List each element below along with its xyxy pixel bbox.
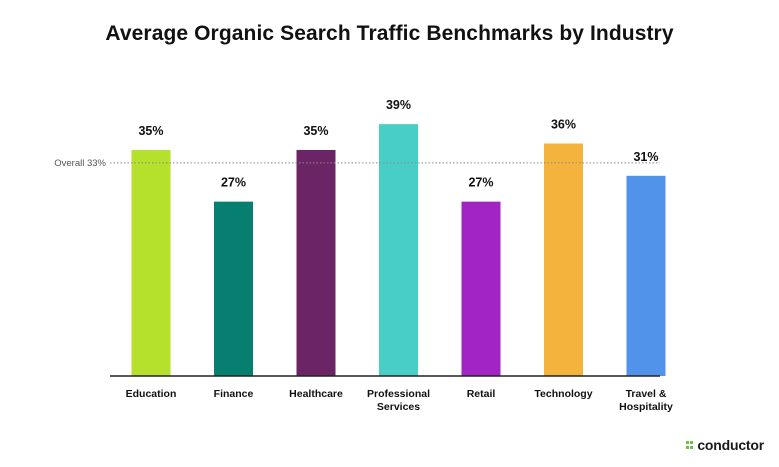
- category-label: Hospitality: [619, 401, 673, 413]
- reference-line-label: Overall 33%: [54, 158, 106, 169]
- category-label: Travel &: [626, 388, 667, 400]
- bar: [296, 149, 336, 376]
- category-label: Retail: [467, 388, 496, 400]
- value-label: 35%: [303, 124, 328, 138]
- category-label: Professional: [367, 388, 430, 400]
- bar: [131, 149, 171, 376]
- conductor-logo-icon: [685, 441, 694, 449]
- chart-title: Average Organic Search Traffic Benchmark…: [105, 22, 674, 45]
- value-label: 35%: [138, 124, 163, 138]
- category-label: Education: [126, 388, 177, 400]
- category-label: Finance: [214, 388, 254, 400]
- bar: [214, 201, 253, 376]
- value-label: 36%: [551, 118, 576, 132]
- category-label: Healthcare: [289, 388, 343, 400]
- conductor-logo: conductor: [685, 437, 764, 453]
- value-label: 39%: [386, 98, 411, 112]
- category-label: Technology: [534, 388, 592, 400]
- value-label: 31%: [633, 150, 658, 164]
- bar: [461, 201, 501, 376]
- bar: [544, 143, 583, 376]
- logo-text: conductor: [697, 437, 764, 453]
- value-label: 27%: [221, 176, 246, 190]
- value-label: 27%: [468, 176, 493, 190]
- bar: [379, 124, 418, 376]
- category-label: Services: [377, 401, 420, 413]
- bar: [626, 175, 666, 376]
